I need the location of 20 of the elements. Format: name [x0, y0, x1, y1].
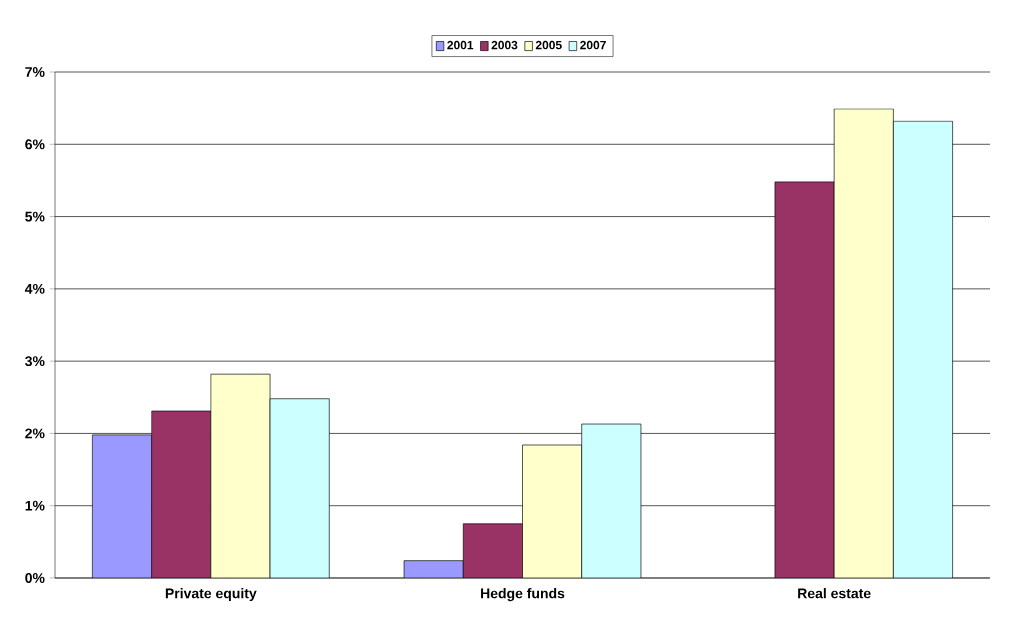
y-tick-label: 1%	[25, 500, 45, 511]
bar	[92, 434, 152, 578]
y-tick-label: 3%	[25, 356, 45, 367]
bar	[403, 560, 464, 578]
legend-label: 2005	[535, 40, 562, 50]
legend-label: 2003	[491, 40, 518, 50]
y-tick-label: 4%	[24, 283, 45, 294]
y-tick-label: 2%	[25, 428, 45, 439]
bar	[893, 120, 953, 578]
y-tick-label: 0%	[25, 573, 45, 583]
y-tick-label: 6%	[25, 139, 45, 150]
y-tick-label: 5%	[25, 211, 45, 222]
x-tick-label: Private equity	[165, 588, 257, 602]
legend-label: 2001	[447, 40, 474, 50]
bar	[581, 423, 642, 578]
legend-label: 2007	[580, 40, 606, 50]
bar	[269, 398, 330, 578]
x-tick-label: Hedge funds	[481, 588, 565, 602]
y-tick-label: 7%	[25, 67, 45, 77]
x-tick-label: Real estate	[798, 588, 871, 599]
